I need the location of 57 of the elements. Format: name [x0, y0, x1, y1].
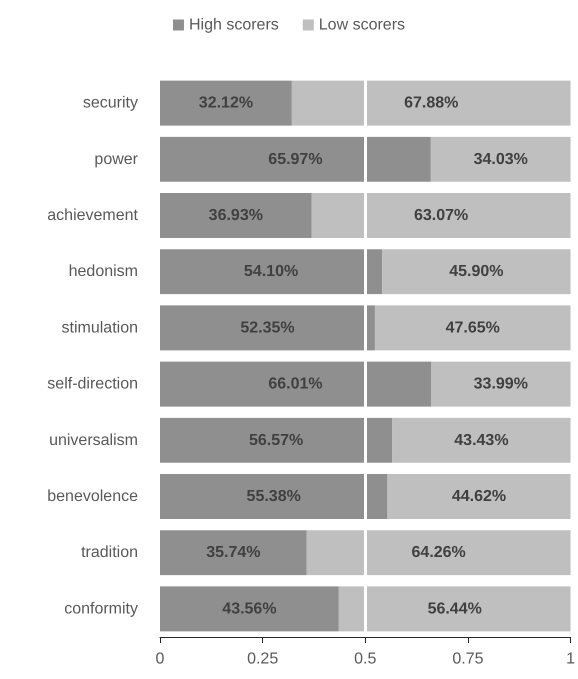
data-label: 47.65% [446, 319, 500, 336]
y-tick-label: achievement [47, 207, 139, 224]
data-label: 43.56% [222, 600, 277, 618]
data-label: 44.62% [452, 488, 506, 505]
y-tick-label: security [82, 94, 138, 112]
data-label: 56.57% [248, 432, 304, 449]
data-label: 56.44% [428, 600, 482, 618]
bar [160, 80, 292, 126]
data-label: 54.10% [244, 263, 298, 280]
bar [312, 193, 571, 238]
data-label: 32.12% [198, 94, 254, 112]
data-label: 67.88% [404, 94, 458, 112]
bar [431, 362, 571, 407]
data-label: 64.26% [412, 544, 466, 562]
bar [306, 530, 571, 576]
bar [382, 249, 571, 294]
bar [374, 305, 571, 350]
bar [160, 418, 392, 463]
data-label: 52.35% [240, 319, 295, 336]
bar [160, 249, 382, 294]
y-tick-label: power [94, 150, 139, 168]
y-tick-label: benevolence [47, 488, 138, 505]
y-tick-label: hedonism [68, 263, 138, 280]
y-tick-label: self-direction [47, 376, 138, 393]
data-label: 66.01% [268, 376, 323, 393]
data-label: 55.38% [246, 488, 301, 505]
x-tick-label: 0.75 [452, 650, 484, 668]
bar [160, 193, 312, 238]
x-tick-label: 0.25 [247, 650, 278, 668]
bar [292, 80, 571, 126]
bar [430, 136, 571, 182]
bar [338, 586, 571, 632]
y-tick-label: stimulation [62, 319, 138, 336]
y-tick-label: conformity [64, 600, 138, 618]
data-label: 65.97% [268, 150, 323, 168]
data-label: 43.43% [454, 432, 509, 449]
legend-label: High scorers [188, 16, 279, 34]
bar [160, 362, 432, 407]
data-label: 45.90% [449, 263, 504, 280]
bar [160, 530, 307, 576]
data-label: 63.07% [414, 207, 468, 224]
bar [392, 418, 571, 463]
bar [387, 474, 571, 519]
bar [160, 586, 339, 632]
legend-label: Low scorers [318, 16, 406, 34]
bar [160, 136, 431, 182]
y-tick-label: universalism [49, 432, 138, 449]
y-tick-label: tradition [81, 544, 138, 562]
x-tick-label: 0 [156, 650, 165, 668]
x-tick-label: 1 [566, 650, 576, 668]
x-tick-label: 0.5 [354, 650, 376, 668]
data-label: 36.93% [208, 207, 263, 224]
data-label: 33.99% [474, 376, 528, 393]
data-label: 35.74% [206, 544, 260, 562]
bar [160, 474, 388, 519]
bar [160, 305, 375, 350]
data-label: 34.03% [474, 150, 528, 168]
